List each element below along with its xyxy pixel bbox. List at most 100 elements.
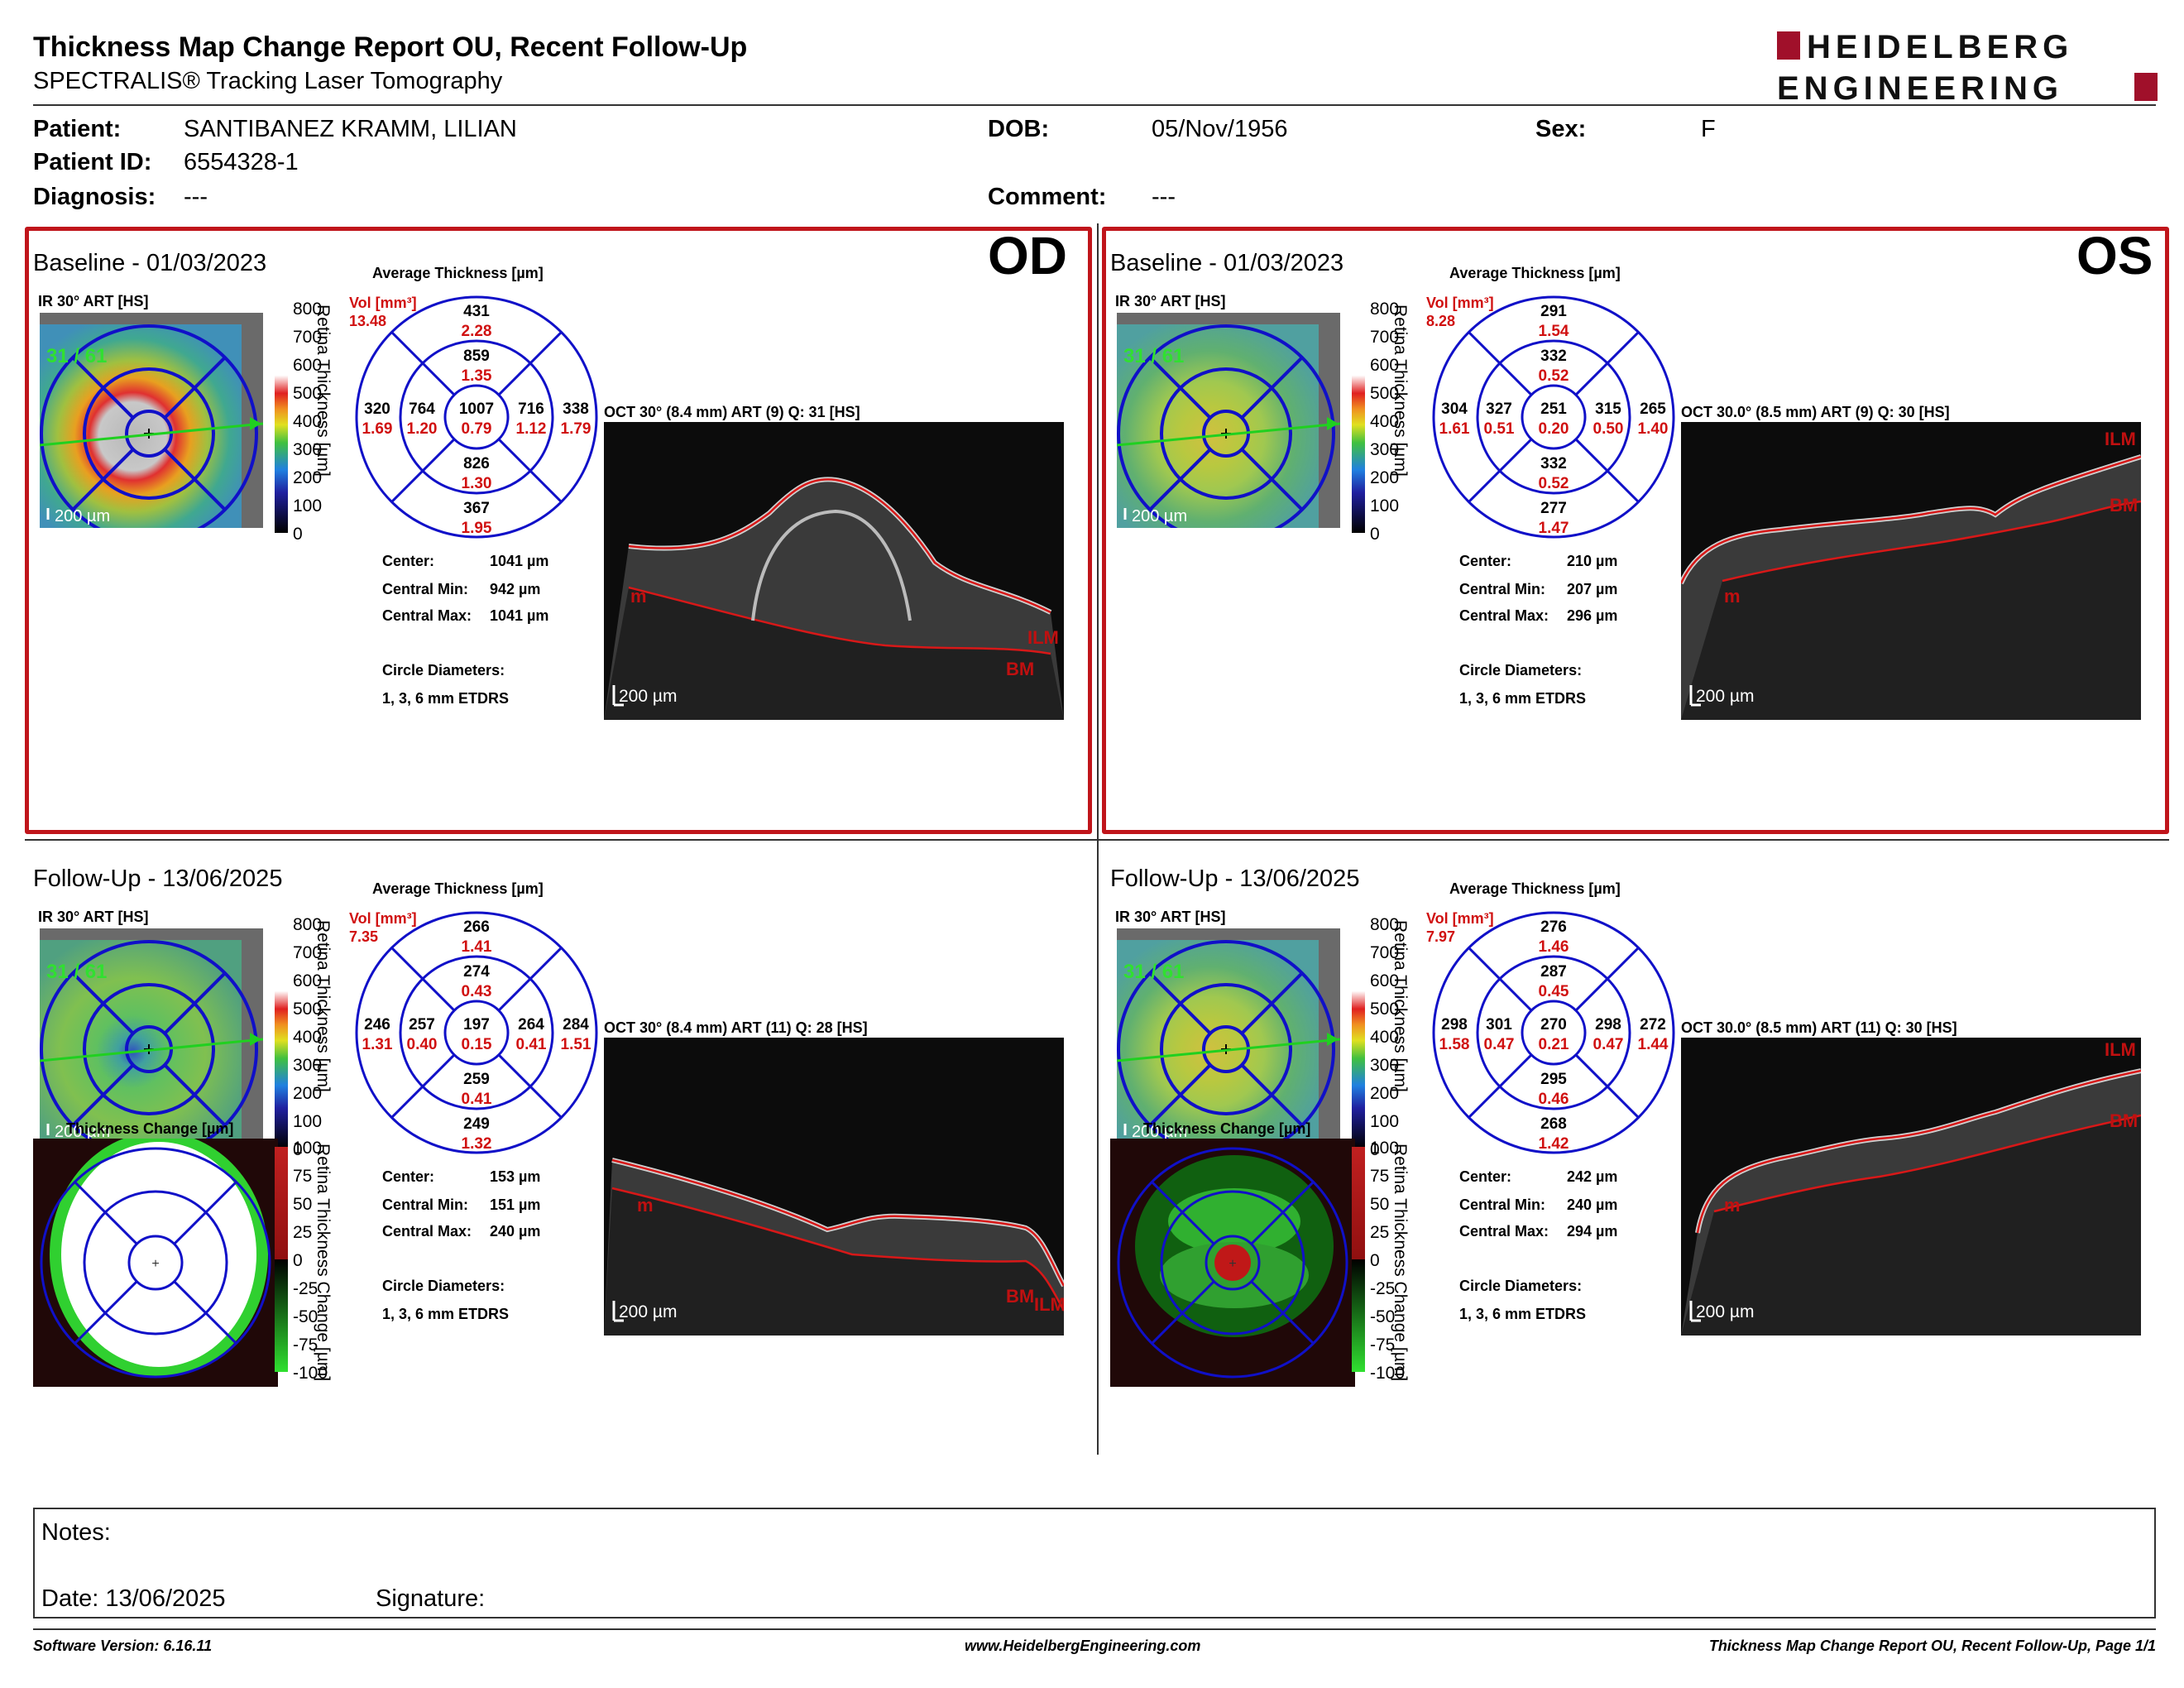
scale-tick: 0 <box>293 1251 303 1270</box>
etdrs-inf_outer-thickness: 367 <box>463 500 490 517</box>
etdrs-grid: 431 2.28 859 1.35 320 1.69 764 1.20 1007 0.79 716 1… <box>355 295 598 539</box>
etdrs-inf_inner-volume: 0.52 <box>1539 475 1569 492</box>
etdrs-temp_outer-thickness: 304 <box>1441 400 1468 418</box>
vol-label: Vol [mm³] <box>1426 295 1494 311</box>
center-label: Center: <box>382 553 435 569</box>
etdrs-sup_outer-thickness: 291 <box>1540 303 1567 320</box>
etdrs-center-volume: 0.79 <box>462 420 492 438</box>
bm-segmentation-line <box>611 1187 1064 1312</box>
sex-value: F <box>1701 116 1716 142</box>
scale-axis-label: Retina Thickness Change [µm] <box>314 1144 333 1382</box>
etdrs-sup_inner-thickness: 274 <box>463 963 490 981</box>
scale-tick: 700 <box>293 328 323 347</box>
od-eye-label: OD <box>988 226 1067 285</box>
scale-tick: 500 <box>1370 384 1400 403</box>
scale-tick: 300 <box>1370 1056 1400 1075</box>
etdrs-inf_outer-thickness: 268 <box>1540 1115 1567 1133</box>
scale-tick: 700 <box>1370 328 1400 347</box>
logo-line1: HEIDELBERG <box>1807 30 2073 65</box>
center-value: 242 µm <box>1567 1168 1618 1185</box>
scale-tick: 100 <box>1370 1139 1400 1158</box>
ilm-label: ILM <box>1034 1294 1064 1315</box>
footer-website[interactable]: www.HeidelbergEngineering.com <box>965 1638 1201 1654</box>
etdrs-temp_inner-volume: 1.20 <box>407 420 438 438</box>
scale-tick: 200 <box>293 468 323 487</box>
central-min-value: 942 µm <box>490 581 541 597</box>
scale-tick: 600 <box>293 971 323 990</box>
center-value: 1041 µm <box>490 553 549 569</box>
thickness-color-scale: 800 700 600 500 400 300 200 100 0 Retina Thicknes… <box>275 915 333 1160</box>
etdrs-temp_outer-volume: 1.58 <box>1439 1036 1470 1053</box>
comment-value: --- <box>1152 184 1176 210</box>
diagnosis-value: --- <box>184 184 208 210</box>
circle-diameters-label: Circle Diameters: <box>382 662 505 679</box>
etdrs-inf_inner-volume: 0.46 <box>1539 1091 1569 1108</box>
avg-thickness-title: Average Thickness [µm] <box>1449 265 1621 281</box>
os-followup-panel: Follow-Up - 13/06/2025 IR 30° ART [HS] 31 … <box>1102 842 2169 1438</box>
diagnosis-label: Diagnosis: <box>33 184 156 210</box>
ir-image-label: IR 30° ART [HS] <box>1115 909 1226 925</box>
central-max-label: Central Max: <box>382 607 472 624</box>
center-value: 210 µm <box>1567 553 1618 569</box>
etdrs-nas_outer-thickness: 284 <box>563 1016 589 1033</box>
thickness-change-title: Thickness Change [µm] <box>1143 1120 1311 1137</box>
total-volume: 7.35 <box>349 928 379 945</box>
ir-fundus-thickness-map: 31 / 61 200 µm <box>1117 928 1340 1144</box>
etdrs-nas_inner-thickness: 716 <box>518 400 544 418</box>
etdrs-inf_inner-volume: 0.41 <box>462 1091 492 1108</box>
vol-label: Vol [mm³] <box>1426 910 1494 927</box>
scale-tick: 800 <box>293 915 323 934</box>
etdrs-temp_outer-volume: 1.61 <box>1439 420 1470 438</box>
patient-name: SANTIBANEZ KRAMM, LILIAN <box>184 116 517 142</box>
ilm-segmentation-line <box>628 478 1051 614</box>
color-bar <box>1352 1147 1365 1372</box>
central-max-label: Central Max: <box>382 1223 472 1240</box>
central-max-value: 296 µm <box>1567 607 1618 624</box>
etdrs-nas_inner-thickness: 315 <box>1595 400 1621 418</box>
color-bar <box>275 308 288 533</box>
ilm-label: ILM <box>1027 627 1059 648</box>
circle-diameters-label: Circle Diameters: <box>1459 662 1583 679</box>
scale-bar-label: 200 µm <box>55 507 110 525</box>
total-volume: 7.97 <box>1426 928 1456 945</box>
scale-tick: -75 <box>1370 1336 1396 1355</box>
scale-tick: 0 <box>293 525 303 544</box>
thickness-change-title: Thickness Change [µm] <box>66 1120 234 1137</box>
scale-tick: 300 <box>293 440 323 459</box>
thickness-change-map: + <box>1110 1139 1355 1387</box>
patient-name-label: Patient: <box>33 116 122 142</box>
etdrs-nas_inner-thickness: 264 <box>518 1016 544 1033</box>
scale-tick: 100 <box>293 496 323 516</box>
etdrs-center-thickness: 270 <box>1540 1016 1567 1033</box>
etdrs-inf_outer-thickness: 277 <box>1540 500 1567 517</box>
oct-scale-bar: 200 µm <box>1696 687 1754 706</box>
footer-software: Software Version: 6.16.11 <box>33 1638 213 1654</box>
visit-title: Follow-Up - 13/06/2025 <box>1110 866 1360 892</box>
color-bar <box>275 923 288 1149</box>
scale-tick: 400 <box>293 412 323 431</box>
visit-title: Baseline - 01/03/2023 <box>33 250 267 276</box>
color-bar <box>275 1147 288 1372</box>
bm-label: BM <box>1006 659 1034 679</box>
notes-box[interactable]: Notes: Date: 13/06/2025 Signature: <box>33 1508 2156 1618</box>
scale-tick: 200 <box>1370 1084 1400 1103</box>
etdrs-sup_outer-volume: 2.28 <box>462 323 492 340</box>
etdrs-center-thickness: 251 <box>1540 400 1567 418</box>
etdrs-nas_outer-volume: 1.51 <box>561 1036 592 1053</box>
scale-axis-label: Retina Thickness [µm] <box>314 920 333 1092</box>
etdrs-grid: 276 1.46 287 0.45 298 1.58 301 0.47 270 0.21 298 0.… <box>1432 911 1675 1154</box>
scale-tick: 100 <box>293 1112 323 1131</box>
color-bar <box>1352 923 1365 1149</box>
etdrs-sup_inner-volume: 1.35 <box>462 367 492 385</box>
etdrs-center-thickness: 1007 <box>459 400 494 418</box>
circle-diameters-label: Circle Diameters: <box>382 1278 505 1294</box>
etdrs-center-volume: 0.20 <box>1539 420 1569 438</box>
avg-thickness-title: Average Thickness [µm] <box>372 880 544 897</box>
scale-tick: -25 <box>1370 1279 1396 1298</box>
scale-axis-label: Retina Thickness Change [µm] <box>1391 1144 1410 1382</box>
etdrs-temp_inner-thickness: 301 <box>1486 1016 1512 1033</box>
scale-tick: 800 <box>1370 915 1400 934</box>
etdrs-inf_inner-thickness: 826 <box>463 455 490 472</box>
